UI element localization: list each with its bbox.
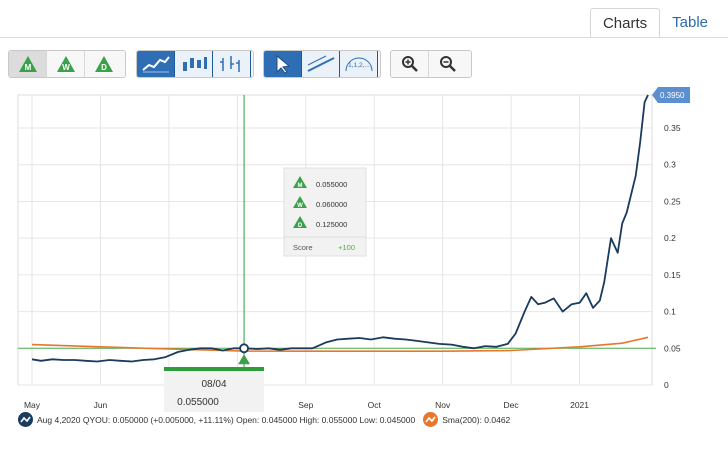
crosshair-value: 0.055000: [177, 397, 219, 408]
svg-text:1,1,2,...: 1,1,2,...: [348, 62, 370, 69]
svg-text:M: M: [298, 183, 303, 189]
x-tick-label: Sep: [298, 400, 313, 410]
pointer-icon: [276, 54, 290, 74]
x-tick-label: Oct: [368, 400, 382, 410]
last-value-badge-shape: [652, 87, 690, 103]
svg-text:M: M: [24, 63, 31, 72]
drawing-tools-group: 1,1,2,...: [263, 50, 381, 78]
y-tick-label: 0.35: [664, 123, 681, 133]
chart-legend: Aug 4,2020 QYOU: 0.050000 (+0.005000, +1…: [18, 412, 510, 427]
monthly-rating-icon: M: [18, 56, 37, 72]
trendline-icon: [307, 55, 334, 72]
tooltip-weekly-icon: [293, 196, 307, 208]
tab-divider: [0, 37, 728, 38]
weekly-rating-button[interactable]: W: [47, 51, 85, 77]
svg-text:D: D: [101, 63, 107, 72]
tooltip-daily-value: 0.125000: [316, 220, 347, 229]
ohlc-chart-button[interactable]: [175, 51, 213, 77]
ohlc-chart-icon: [182, 57, 207, 71]
tooltip-monthly-icon: [293, 176, 307, 188]
candlestick-chart-icon: [219, 56, 240, 72]
y-axis-ticks: 0 0.05 0.1 0.15 0.2 0.25 0.3 0.35: [664, 123, 681, 390]
sma-line: [31, 336, 649, 353]
crosshair-readout: 08/04 0.055000: [164, 367, 264, 412]
zoom-out-button[interactable]: [429, 51, 467, 77]
tooltip-score-value: +100: [338, 243, 355, 252]
x-axis-ticks: May Jun Sep Oct Nov Dec 2021: [24, 400, 589, 410]
rating-marker-icon: [238, 354, 251, 365]
line-chart-icon: [141, 56, 170, 73]
daily-rating-button[interactable]: D: [85, 51, 123, 77]
zoom-in-icon: [401, 56, 418, 72]
y-tick-label: 0.25: [664, 196, 681, 206]
monthly-rating-button[interactable]: M: [9, 51, 47, 77]
y-tick-label: 0.1: [664, 307, 676, 317]
chart-type-group: [136, 50, 254, 78]
tooltip-weekly-value: 0.060000: [316, 200, 347, 209]
crosshair-date: 08/04: [201, 379, 226, 390]
trendline-button[interactable]: [302, 51, 340, 77]
rating-tooltip: M 0.055000 W 0.060000 D 0.125000 Score +…: [283, 167, 367, 257]
highlight-point: [238, 343, 251, 365]
highlight-point-marker: [239, 343, 249, 354]
series-group: [31, 94, 649, 363]
svg-text:W: W: [297, 203, 303, 209]
y-tick-label: 0.2: [664, 233, 676, 243]
last-value-badge: 0.3950: [652, 87, 690, 103]
y-tick-label: 0.05: [664, 343, 681, 353]
zoom-group: [390, 50, 472, 78]
price-series-icon: [18, 412, 33, 427]
grid-lines: [18, 95, 652, 386]
y-tick-label: 0.15: [664, 270, 681, 280]
y-tick-label: 0.3: [664, 160, 676, 170]
x-tick-label: Jun: [94, 400, 108, 410]
svg-text:D: D: [298, 223, 303, 229]
tooltip-score-label: Score: [293, 243, 313, 252]
y-tick-label: 0: [664, 380, 669, 390]
x-tick-label: 2021: [570, 400, 589, 410]
period-group: M W D: [8, 50, 126, 78]
legend-main-text: Aug 4,2020 QYOU: 0.050000 (+0.005000, +1…: [37, 414, 416, 425]
crosshair-readout-bar: [164, 367, 264, 371]
view-tabs: Charts Table: [589, 8, 720, 38]
crosshair-readout-box: [164, 367, 264, 412]
fibonacci-button[interactable]: 1,1,2,...: [340, 51, 378, 77]
zoom-out-icon: [440, 56, 456, 72]
last-value-label: 0.3950: [660, 91, 685, 100]
tooltip-daily-icon: [293, 216, 307, 228]
sma-series-icon: [423, 412, 439, 427]
x-tick-label: May: [24, 400, 41, 410]
tooltip-monthly-value: 0.055000: [316, 180, 347, 189]
weekly-rating-icon: W: [56, 56, 75, 72]
fibonacci-icon: 1,1,2,...: [345, 57, 372, 72]
zoom-in-button[interactable]: [391, 51, 429, 77]
svg-text:W: W: [62, 63, 70, 72]
tab-charts[interactable]: Charts: [589, 8, 661, 38]
candlestick-chart-button[interactable]: [213, 51, 251, 77]
x-tick-label: Dec: [504, 400, 520, 410]
line-chart-button[interactable]: [137, 51, 175, 77]
x-tick-label: Nov: [435, 400, 451, 410]
tab-table[interactable]: Table: [672, 14, 708, 31]
pointer-button[interactable]: [264, 51, 302, 77]
price-line: [31, 94, 649, 363]
daily-rating-icon: D: [95, 56, 113, 72]
legend-sma-text: Sma(200): 0.0462: [442, 414, 511, 425]
